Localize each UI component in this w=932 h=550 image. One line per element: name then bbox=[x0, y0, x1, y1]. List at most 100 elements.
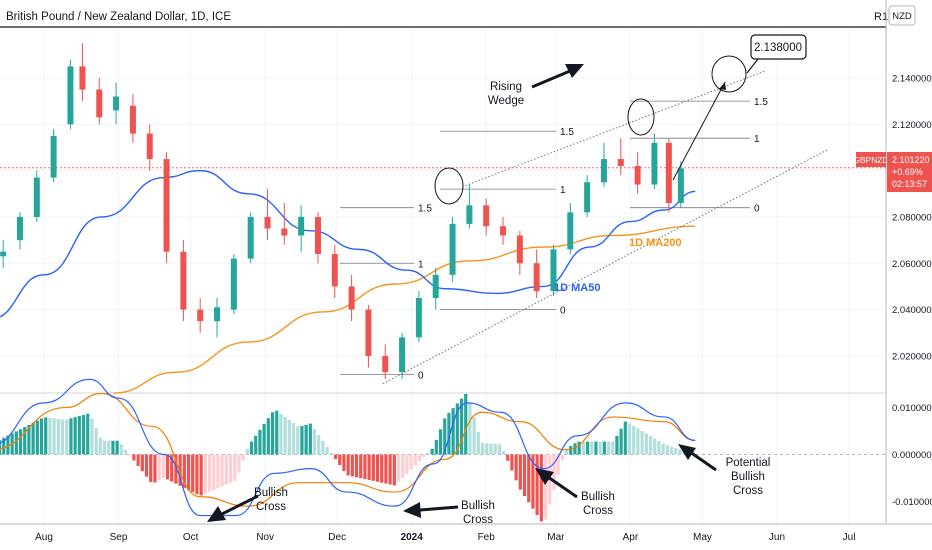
histogram-bar bbox=[611, 441, 615, 455]
histogram-bar bbox=[199, 454, 203, 496]
histogram-bar bbox=[60, 419, 65, 455]
price-tick-label: 2.120000 bbox=[892, 120, 932, 131]
histogram-bar bbox=[275, 410, 279, 455]
time-tick-label: Aug bbox=[35, 532, 53, 543]
candle-body bbox=[550, 249, 557, 292]
candle-body bbox=[197, 309, 204, 322]
candle-body bbox=[96, 89, 103, 118]
fib-level-label: 0 bbox=[754, 204, 760, 215]
candle-body bbox=[298, 216, 305, 236]
time-axis[interactable]: Aug Sep Oct Nov Dec 2024 Feb Mar Apr May Jun Jul bbox=[35, 532, 855, 543]
time-tick-label: Jun bbox=[769, 532, 785, 543]
macd-line bbox=[0, 378, 696, 517]
histogram-bar bbox=[669, 446, 674, 455]
histogram-bar bbox=[65, 419, 69, 455]
histogram-bar bbox=[56, 418, 60, 455]
svg-text:Potential: Potential bbox=[726, 457, 771, 469]
price-tag: GBPNZD 2.101220 +0.69% 02:13:57 bbox=[853, 152, 932, 192]
price-tick-label: 2.060000 bbox=[892, 259, 932, 270]
candle-body bbox=[129, 105, 136, 134]
wedge-upper-line bbox=[461, 70, 766, 188]
histogram-bar bbox=[35, 420, 39, 455]
histogram-bar bbox=[258, 429, 262, 455]
candle-body bbox=[651, 142, 658, 185]
histogram-bar bbox=[228, 454, 233, 483]
histogram-bar bbox=[464, 393, 468, 455]
candle-body bbox=[230, 258, 237, 310]
currency-label: NZD bbox=[892, 11, 912, 22]
time-tick-label: Mar bbox=[547, 532, 565, 543]
histogram-bar bbox=[602, 441, 606, 455]
macd-signal-line bbox=[0, 392, 696, 507]
histogram-bar bbox=[514, 454, 518, 481]
histogram-bar bbox=[52, 418, 56, 455]
histogram-bar bbox=[262, 424, 266, 455]
svg-text:Cross: Cross bbox=[583, 505, 613, 517]
histogram-bar bbox=[102, 440, 107, 455]
histogram-bar bbox=[594, 441, 598, 455]
ma200-line bbox=[113, 225, 696, 394]
histogram-bar bbox=[153, 454, 157, 483]
histogram-bar bbox=[493, 443, 497, 455]
histogram-bar bbox=[367, 454, 371, 480]
histogram-bar bbox=[212, 454, 216, 491]
time-tick-label: Oct bbox=[183, 532, 199, 543]
histogram-bar bbox=[39, 418, 44, 455]
histogram-bar bbox=[401, 454, 405, 478]
histogram-bar bbox=[506, 454, 510, 461]
fib-level-label: 1.5 bbox=[754, 97, 768, 108]
candle-body bbox=[163, 159, 170, 252]
price-tag-box bbox=[887, 152, 932, 192]
candle-body bbox=[500, 226, 507, 236]
candle-body bbox=[113, 96, 120, 111]
candle-body bbox=[247, 216, 254, 259]
histogram-bar bbox=[564, 448, 569, 455]
histogram-bar bbox=[674, 448, 678, 455]
histogram-bar bbox=[585, 441, 590, 455]
histogram-bar bbox=[476, 432, 480, 455]
histogram-bar bbox=[342, 454, 346, 472]
candle-body bbox=[415, 298, 422, 338]
chart-title: British Pound / New Zealand Dollar, 1D, … bbox=[6, 11, 231, 23]
histogram-bar bbox=[510, 454, 514, 471]
histogram-bar bbox=[140, 454, 144, 472]
macd-tick-label: -0.010000 bbox=[892, 497, 932, 508]
histogram-bar bbox=[606, 441, 611, 455]
target-callout-text: 2.138000 bbox=[754, 42, 802, 54]
ma50-line bbox=[0, 169, 696, 318]
histogram-bar bbox=[577, 441, 581, 455]
candle-body bbox=[617, 159, 624, 166]
histogram-bar bbox=[245, 448, 249, 455]
histogram-bar bbox=[598, 441, 602, 455]
histogram-bar bbox=[430, 448, 434, 455]
price-axis[interactable]: NZD 2.1400002.1200002.1000002.0800002.06… bbox=[885, 0, 932, 524]
candle-body bbox=[483, 205, 490, 227]
histogram-bar bbox=[182, 454, 186, 488]
histogram-bar bbox=[501, 450, 506, 455]
histogram-bar bbox=[409, 454, 413, 470]
svg-text:Cross: Cross bbox=[256, 501, 286, 513]
macd-tick-label: 0.010000 bbox=[892, 403, 932, 414]
fib-level-label: 1 bbox=[754, 134, 760, 145]
histogram-bar bbox=[23, 427, 27, 455]
histogram-bar bbox=[279, 413, 283, 455]
rising-wedge-label-line2: Wedge bbox=[488, 95, 524, 107]
projection-arrow bbox=[672, 81, 726, 181]
histogram-bar bbox=[254, 435, 258, 455]
candle-body bbox=[264, 216, 271, 229]
currency-box[interactable] bbox=[888, 5, 916, 26]
svg-text:Bullish: Bullish bbox=[461, 500, 495, 512]
histogram-bar bbox=[107, 440, 111, 455]
histogram-bar bbox=[632, 425, 636, 455]
histogram-bar bbox=[321, 440, 325, 455]
top-circle-2 bbox=[627, 98, 655, 136]
histogram-bar bbox=[552, 454, 556, 490]
target-callout-box bbox=[750, 34, 807, 60]
histogram-bar bbox=[653, 438, 657, 455]
histogram-bar bbox=[615, 435, 619, 455]
histogram-bar bbox=[426, 452, 430, 455]
time-tick-label: Apr bbox=[623, 532, 639, 543]
candle-body bbox=[50, 135, 57, 178]
histogram-bar bbox=[619, 428, 623, 455]
